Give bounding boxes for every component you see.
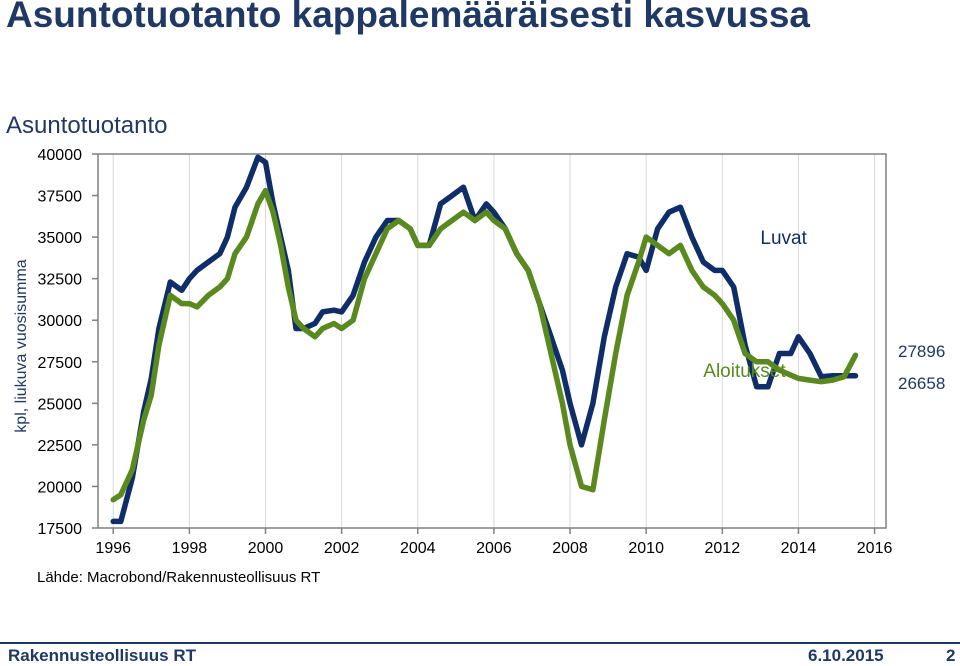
- page-number: 2: [946, 646, 956, 665]
- x-tick-label: 2008: [552, 540, 588, 557]
- y-tick-label: 35000: [38, 230, 83, 247]
- x-tick-label: 2014: [781, 540, 817, 557]
- y-axis-label: kpl, liukuva vuosisumma: [13, 259, 30, 433]
- end-values: 27896 26658: [898, 342, 945, 393]
- end-value-label: 26658: [898, 374, 945, 393]
- annotation-aloitukset: Aloitukset: [703, 361, 786, 382]
- y-tick-label: 22500: [38, 438, 83, 455]
- footer-organization: Rakennusteollisuus RT: [8, 646, 196, 665]
- y-tick-label: 25000: [38, 396, 83, 413]
- y-tick-label: 37500: [38, 189, 83, 206]
- x-tick-label: 2016: [857, 540, 893, 557]
- annotations: Luvat Aloitukset: [703, 228, 807, 382]
- series-line-luvat: [110, 154, 859, 525]
- y-tick-label: 27500: [38, 355, 83, 372]
- slide-title: Asuntotuotanto kappalemääräisesti kasvus…: [6, 0, 811, 35]
- annotation-luvat: Luvat: [760, 228, 807, 249]
- x-tick-label: 1998: [172, 540, 208, 557]
- plot-frame: [97, 153, 887, 529]
- y-tick-label: 20000: [38, 479, 83, 496]
- y-tick-label: 30000: [38, 313, 83, 330]
- series-line-aloitukset: [110, 187, 859, 503]
- series-lines: [110, 154, 859, 525]
- y-tick-label: 40000: [38, 147, 83, 164]
- x-tick-label: 2006: [476, 540, 512, 557]
- x-tick-label: 1996: [95, 540, 131, 557]
- y-tick-label: 32500: [38, 272, 83, 289]
- y-tick-label: 17500: [38, 521, 83, 538]
- end-value-label: 27896: [898, 342, 945, 361]
- footer-date: 6.10.2015: [808, 646, 884, 665]
- x-tick-label: 2010: [628, 540, 664, 557]
- x-tick-label: 2000: [248, 540, 284, 557]
- x-tick-label: 2004: [400, 540, 436, 557]
- footer-divider: [0, 642, 960, 644]
- x-tick-label: 2012: [705, 540, 741, 557]
- source-note: Lähde: Macrobond/Rakennusteollisuus RT: [37, 569, 321, 586]
- chart-title: Asuntotuotanto: [6, 112, 168, 139]
- x-tick-label: 2002: [324, 540, 360, 557]
- x-axis-ticks: 1996 1998 2000 2002 2004 2006 2008 2010 2012 2014…: [95, 528, 892, 557]
- y-axis-ticks: 17500 20000 22500 25000 27500 30000 32500 35000…: [38, 147, 98, 538]
